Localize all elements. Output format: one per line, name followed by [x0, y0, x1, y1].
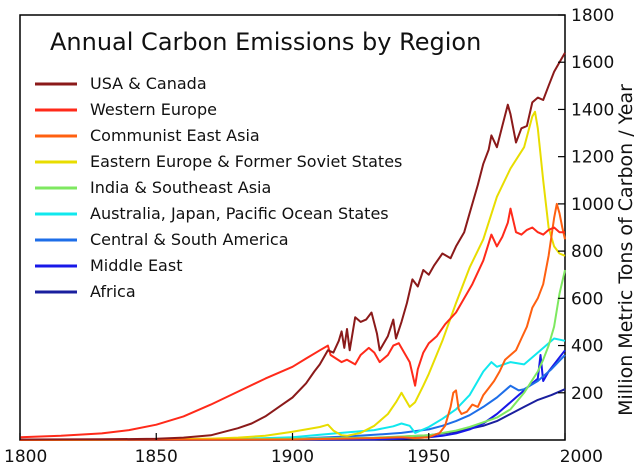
- y-tick-label-8: 1800: [571, 6, 614, 26]
- y-tick-label-2: 600: [571, 289, 603, 309]
- x-tick-label-3: 1950: [407, 447, 450, 467]
- series-line-5: [19, 337, 566, 441]
- x-tick-label-1: 1850: [135, 447, 178, 467]
- y-tick-label-7: 1600: [571, 53, 614, 73]
- legend-label-8: Africa: [90, 282, 136, 301]
- legend-label-3: Eastern Europe & Former Soviet States: [90, 152, 402, 171]
- y-tick-label-4: 1000: [571, 195, 614, 215]
- x-axis: 1800 1850 1900 1950 2000: [4, 433, 603, 467]
- y-axis: 200 400 600 800 1000 1200 1400 1600 1800: [558, 6, 614, 404]
- legend-label-5: Australia, Japan, Pacific Ocean States: [90, 204, 389, 223]
- y-tick-label-6: 1400: [571, 100, 614, 120]
- y-tick-label-5: 1200: [571, 148, 614, 168]
- x-tick-label-2: 1900: [271, 447, 314, 467]
- y-axis-label: Million Metric Tons of Carbon / Year: [615, 84, 637, 416]
- x-tick-label-0: 1800: [4, 447, 47, 467]
- legend-label-4: India & Southeast Asia: [90, 178, 271, 197]
- legend-label-0: USA & Canada: [90, 74, 207, 93]
- series-line-1: [19, 207, 565, 439]
- plot-area: [19, 14, 566, 441]
- series-line-0: [19, 52, 566, 441]
- legend-label-2: Communist East Asia: [90, 126, 260, 145]
- series-line-2: [19, 202, 566, 441]
- y-tick-label-3: 800: [571, 242, 603, 262]
- series-line-3: [19, 110, 566, 441]
- y-tick-label-0: 200: [571, 384, 603, 404]
- legend: USA & Canada Western Europe Communist East…: [35, 74, 402, 301]
- chart-title: Annual Carbon Emissions by Region: [50, 28, 481, 56]
- y-tick-label-1: 400: [571, 337, 603, 357]
- legend-label-7: Middle East: [90, 256, 182, 275]
- legend-label-6: Central & South America: [90, 230, 289, 249]
- x-tick-label-4: 2000: [560, 447, 603, 467]
- legend-label-1: Western Europe: [90, 100, 217, 119]
